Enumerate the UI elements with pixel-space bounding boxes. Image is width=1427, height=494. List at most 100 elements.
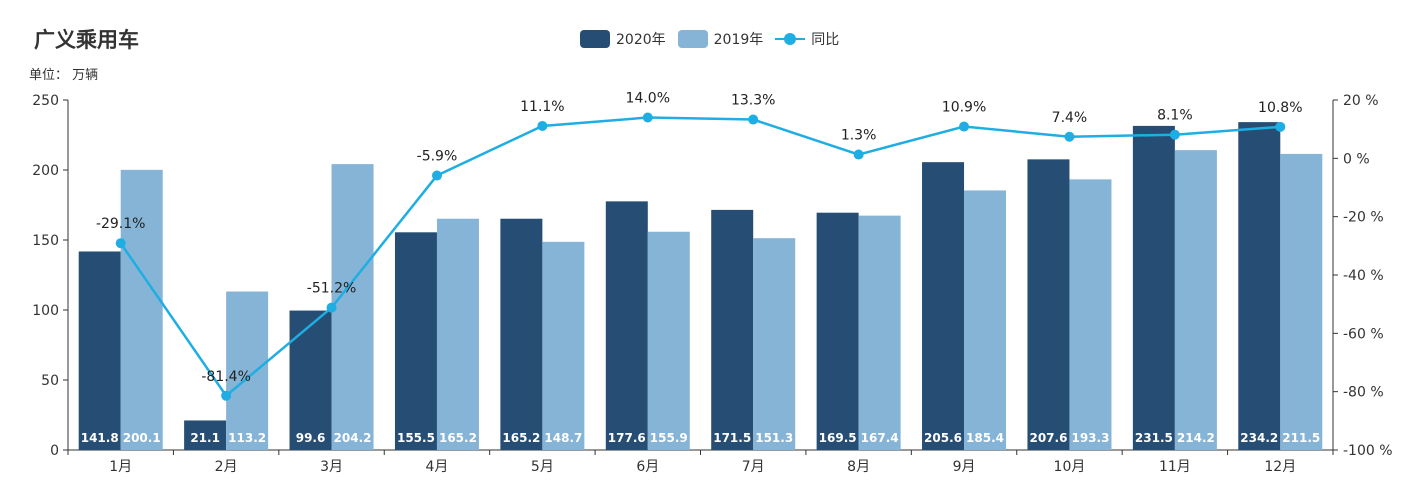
legend-item-2020[interactable]: 2020年 [580, 29, 666, 49]
yoy-point [1064, 131, 1075, 142]
bar-label-2020: 155.5 [397, 431, 435, 445]
legend-swatch-2020 [580, 30, 610, 48]
bar-2020 [394, 232, 437, 450]
yoy-point-label: 11.1% [520, 99, 564, 115]
bar-label-2019: 151.3 [755, 431, 793, 445]
x-tick-label: 9月 [953, 459, 976, 475]
bar-2019 [226, 291, 269, 450]
x-tick-label: 1月 [109, 459, 132, 475]
bar-2020 [500, 218, 543, 450]
yoy-point-label: -81.4% [201, 369, 251, 385]
legend-line-icon [775, 30, 806, 48]
bar-2020 [1027, 159, 1070, 451]
bar-2019 [331, 164, 374, 450]
bar-label-2020: 165.2 [502, 431, 540, 445]
y-right-tick-label: 0 % [1343, 151, 1370, 167]
bar-2019 [120, 169, 163, 451]
bar-2020 [1132, 125, 1175, 451]
legend-label-2020: 2020年 [616, 32, 666, 48]
yoy-point-label: 7.4% [1052, 110, 1088, 126]
legend-label-yoy: 同比 [811, 32, 840, 48]
legend-item-2019[interactable]: 2019年 [677, 29, 764, 49]
yoy-point-label: 10.8% [1258, 100, 1302, 116]
yoy-point-label: -5.9% [417, 149, 458, 165]
y-left-tick-label: 100 [32, 303, 59, 319]
bar-2020 [289, 310, 332, 450]
bar-label-2019: 204.2 [334, 431, 372, 445]
bar-label-2020: 205.6 [924, 431, 962, 445]
bar-label-2020: 21.1 [190, 431, 220, 445]
y-right-tick-label: -100 % [1343, 443, 1393, 459]
yoy-point [115, 238, 126, 249]
legend: 2020年 2019年 同比 [580, 29, 851, 49]
bar-2019 [1280, 153, 1323, 450]
x-tick-label: 11月 [1159, 459, 1191, 475]
bar-label-2020: 231.5 [1135, 431, 1173, 445]
y-right-tick-label: -40 % [1343, 268, 1384, 284]
bar-2020 [922, 162, 965, 450]
legend-item-yoy[interactable]: 同比 [775, 29, 839, 49]
bar-2019 [647, 231, 690, 450]
yoy-point [326, 302, 337, 313]
bar-label-2020: 141.8 [81, 431, 119, 445]
x-tick-label: 6月 [636, 459, 659, 475]
bar-2020 [711, 209, 754, 450]
bar-label-2020: 99.6 [296, 431, 326, 445]
chart-title: 广义乘用车 [34, 28, 139, 52]
x-tick-label: 10月 [1054, 459, 1086, 475]
bar-label-2019: 185.4 [966, 431, 1004, 445]
bar-2019 [1069, 179, 1112, 450]
yoy-point [642, 112, 653, 123]
bar-2020 [605, 201, 648, 450]
y-left-tick-label: 50 [41, 373, 59, 389]
bar-label-2020: 177.6 [608, 431, 646, 445]
y-right-tick-label: -60 % [1343, 326, 1384, 342]
bar-label-2020: 169.5 [819, 431, 857, 445]
yoy-point-label: -29.1% [96, 216, 146, 232]
y-left-tick-label: 250 [32, 93, 59, 109]
yoy-point [748, 114, 759, 125]
y-right-tick-label: -80 % [1343, 385, 1384, 401]
bar-2019 [542, 241, 585, 450]
unit-label: 单位： 万辆 [29, 68, 99, 83]
yoy-point-label: -51.2% [307, 281, 357, 297]
x-tick-label: 4月 [425, 459, 448, 475]
bar-label-2019: 148.7 [544, 431, 582, 445]
bar-2020 [1238, 122, 1281, 451]
bar-2019 [858, 215, 901, 450]
x-tick-label: 2月 [215, 459, 238, 475]
y-right-tick-label: 20 % [1343, 93, 1379, 109]
bar-label-2019: 214.2 [1177, 431, 1215, 445]
x-tick-label: 3月 [320, 459, 343, 475]
bar-label-2019: 193.3 [1071, 431, 1109, 445]
bar-2019 [1174, 150, 1217, 450]
x-tick-label: 8月 [847, 459, 870, 475]
yoy-point [959, 121, 970, 132]
y-left-tick-label: 150 [32, 233, 59, 249]
x-tick-label: 12月 [1264, 459, 1296, 475]
bar-2019 [964, 190, 1007, 450]
bar-2020 [816, 212, 859, 450]
bar-label-2019: 211.5 [1282, 431, 1320, 445]
y-right-tick-label: -20 % [1343, 210, 1384, 226]
bar-label-2020: 207.6 [1029, 431, 1067, 445]
bar-label-2019: 165.2 [439, 431, 477, 445]
bar-2019 [753, 238, 796, 450]
yoy-point [1275, 121, 1286, 132]
yoy-point [853, 149, 864, 160]
yoy-point-label: 1.3% [841, 128, 877, 144]
yoy-point-label: 13.3% [731, 93, 775, 109]
bar-label-2019: 113.2 [228, 431, 266, 445]
yoy-line [119, 116, 1281, 398]
yoy-point [221, 390, 232, 401]
bar-2020 [78, 251, 121, 450]
yoy-point [1169, 129, 1180, 140]
bar-label-2020: 234.2 [1240, 431, 1278, 445]
legend-swatch-2019 [677, 30, 708, 48]
bar-label-2020: 171.5 [713, 431, 751, 445]
x-tick-label: 5月 [531, 459, 554, 475]
legend-label-2019: 2019年 [713, 32, 764, 48]
bar-label-2019: 200.1 [123, 431, 161, 445]
yoy-point-label: 14.0% [626, 91, 670, 107]
